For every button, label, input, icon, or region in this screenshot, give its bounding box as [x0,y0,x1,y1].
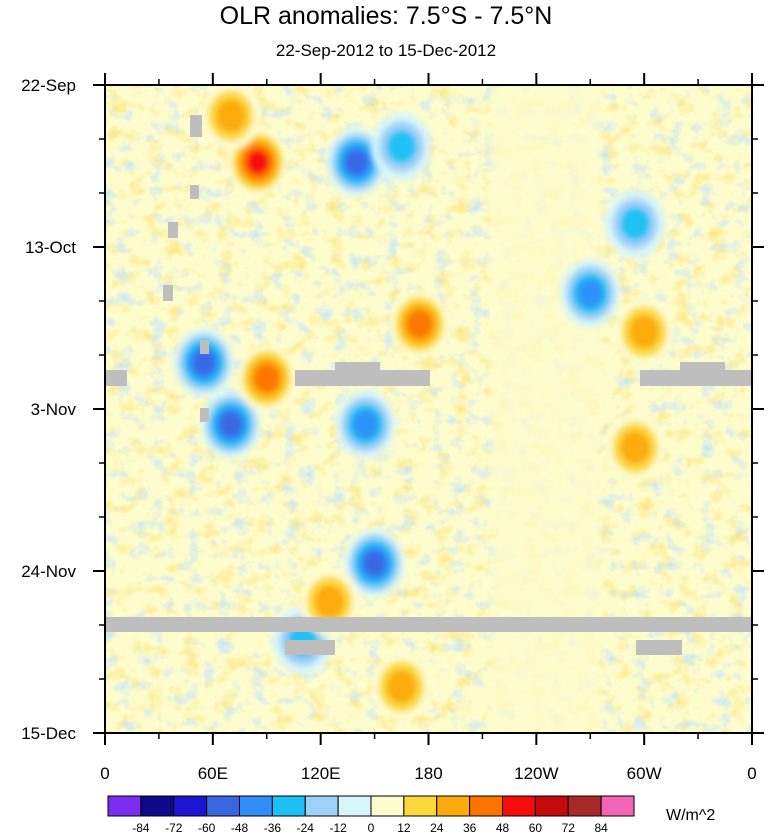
quiet-east-pacific-band [490,85,600,733]
negative-anomaly-feature [605,189,666,258]
missing-data-patch [285,640,335,655]
colorbar-label: 84 [594,821,608,834]
missing-data-patch [640,370,752,386]
colorbar-swatch [436,795,471,817]
plot-area [105,85,752,733]
positive-anomaly-feature [227,128,288,197]
missing-data-patch [168,222,178,238]
x-tick-label: 0 [747,764,756,783]
colorbar-label: -84 [132,821,150,834]
colorbar-swatch [304,795,339,817]
missing-data-patch [163,285,173,301]
colorbar-label: -36 [264,821,282,834]
colorbar-swatch [337,795,372,817]
y-tick-label: 3-Nov [31,400,77,419]
x-tick-label: 0 [100,764,109,783]
colorbar-swatch [600,795,635,817]
x-tick-label: 60E [198,764,228,783]
positive-anomaly-feature [200,85,261,150]
missing-data-patch [200,340,209,354]
positive-anomaly-feature [236,344,297,413]
colorbar-label: -72 [165,821,183,834]
colorbar-label: 0 [368,821,375,834]
x-tick-label: 120E [301,764,341,783]
y-tick-label: 13-Oct [25,238,76,257]
colorbar-label: 12 [397,821,411,834]
missing-data-patch [680,362,725,372]
positive-anomaly-feature [614,297,675,366]
missing-data-patch [636,640,682,655]
colorbar-swatch [469,795,503,817]
colorbar-label: 36 [463,821,477,834]
missing-data-patch [190,185,199,199]
colorbar-label: -12 [329,821,347,834]
missing-data-patch [295,370,430,386]
missing-data-patch [190,115,202,137]
missing-data-patch [200,408,209,422]
colorbar-swatch [206,795,240,817]
y-tick-label: 22-Sep [21,76,76,95]
missing-data-patch [335,362,380,372]
colorbar-label: -24 [297,821,315,834]
colorbar-swatch [107,795,142,817]
colorbar-label: 60 [529,821,543,834]
chart-title: OLR anomalies: 7.5°S - 7.5°N [219,2,553,30]
colorbar-swatch [271,795,306,817]
colorbar-label: 72 [562,821,576,834]
colorbar-label: 48 [496,821,510,834]
colorbar-swatch [567,795,602,817]
negative-anomaly-feature [344,529,405,598]
negative-anomaly-feature [560,259,621,328]
negative-anomaly-feature [200,390,261,459]
colorbar-label: -48 [231,821,249,834]
x-tick-label: 180 [414,764,442,783]
colorbar-swatch [403,795,438,817]
x-tick-label: 60W [627,764,662,783]
colorbar-swatch [239,795,273,817]
colorbar-label: -60 [198,821,216,834]
colorbar-swatch [502,795,536,817]
missing-data-band [105,617,752,632]
colorbar: -84 -72 -60 -48 -36 -24 -12 0 12 24 36 48 60 72 84 [107,795,635,834]
missing-data-layer [105,115,752,655]
axes: 0 60E 120E 180 120W 60W 0 22-Sep 13-Oct 3-Nov 24-N… [21,73,764,783]
chart-subtitle: 22-Sep-2012 to 15-Dec-2012 [275,41,497,60]
missing-data-patch [105,370,127,386]
negative-anomaly-feature [173,328,234,397]
negative-anomaly-feature [335,390,396,459]
positive-anomaly-feature [605,413,666,482]
colorbar-label: 24 [430,821,444,834]
colorbar-units-label: W/m^2 [666,807,716,824]
positive-anomaly-feature [371,652,432,721]
negative-anomaly-feature [371,112,432,181]
positive-anomaly-feature [389,290,450,359]
colorbar-swatch [173,795,208,817]
y-tick-label: 24-Nov [21,562,76,581]
y-tick-label: 15-Dec [21,724,76,743]
colorbar-swatch [534,795,569,817]
colorbar-swatch [140,795,175,817]
x-tick-label: 120W [514,764,558,783]
colorbar-swatch [370,795,405,817]
